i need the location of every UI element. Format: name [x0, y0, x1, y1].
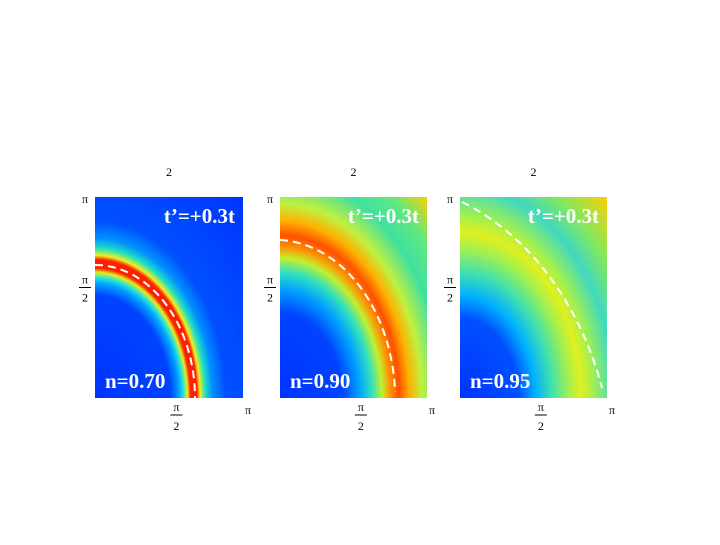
y-tick-label: π: [82, 273, 88, 287]
x-tick-label: π: [609, 403, 615, 417]
x-tick-label: 2: [173, 419, 179, 433]
hopping-label: t’=+0.3t: [528, 204, 599, 228]
x-tick-label: π: [538, 400, 544, 414]
contour-map: [280, 197, 427, 398]
x-tick-label: π: [429, 403, 435, 417]
contour-map: [95, 197, 243, 398]
x-tick-label: 2: [358, 419, 364, 433]
y-tick-label: π: [267, 192, 273, 206]
x-tick-label: 2: [538, 419, 544, 433]
cut-label: 2: [351, 165, 357, 179]
x-tick-label: π: [245, 403, 251, 417]
y-tick-label: π: [82, 192, 88, 206]
contour-map: [460, 197, 607, 398]
x-tick-label: π: [173, 400, 179, 414]
fermi-surface: [279, 239, 396, 393]
fermi-surface: [94, 264, 196, 399]
density-label: n=0.95: [470, 369, 530, 393]
fermi-surface: [461, 201, 603, 389]
y-tick-label: 2: [447, 291, 453, 305]
density-label: n=0.90: [290, 369, 350, 393]
y-tick-label: π: [447, 273, 453, 287]
y-tick-label: π: [267, 273, 273, 287]
hopping-label: t’=+0.3t: [164, 204, 235, 228]
y-tick-label: π: [447, 192, 453, 206]
cut-label: 2: [531, 165, 537, 179]
x-tick-label: π: [358, 400, 364, 414]
density-label: n=0.70: [105, 369, 165, 393]
hopping-label: t’=+0.3t: [348, 204, 419, 228]
cut-label: 2: [166, 165, 172, 179]
y-tick-label: 2: [82, 291, 88, 305]
y-tick-label: 2: [267, 291, 273, 305]
